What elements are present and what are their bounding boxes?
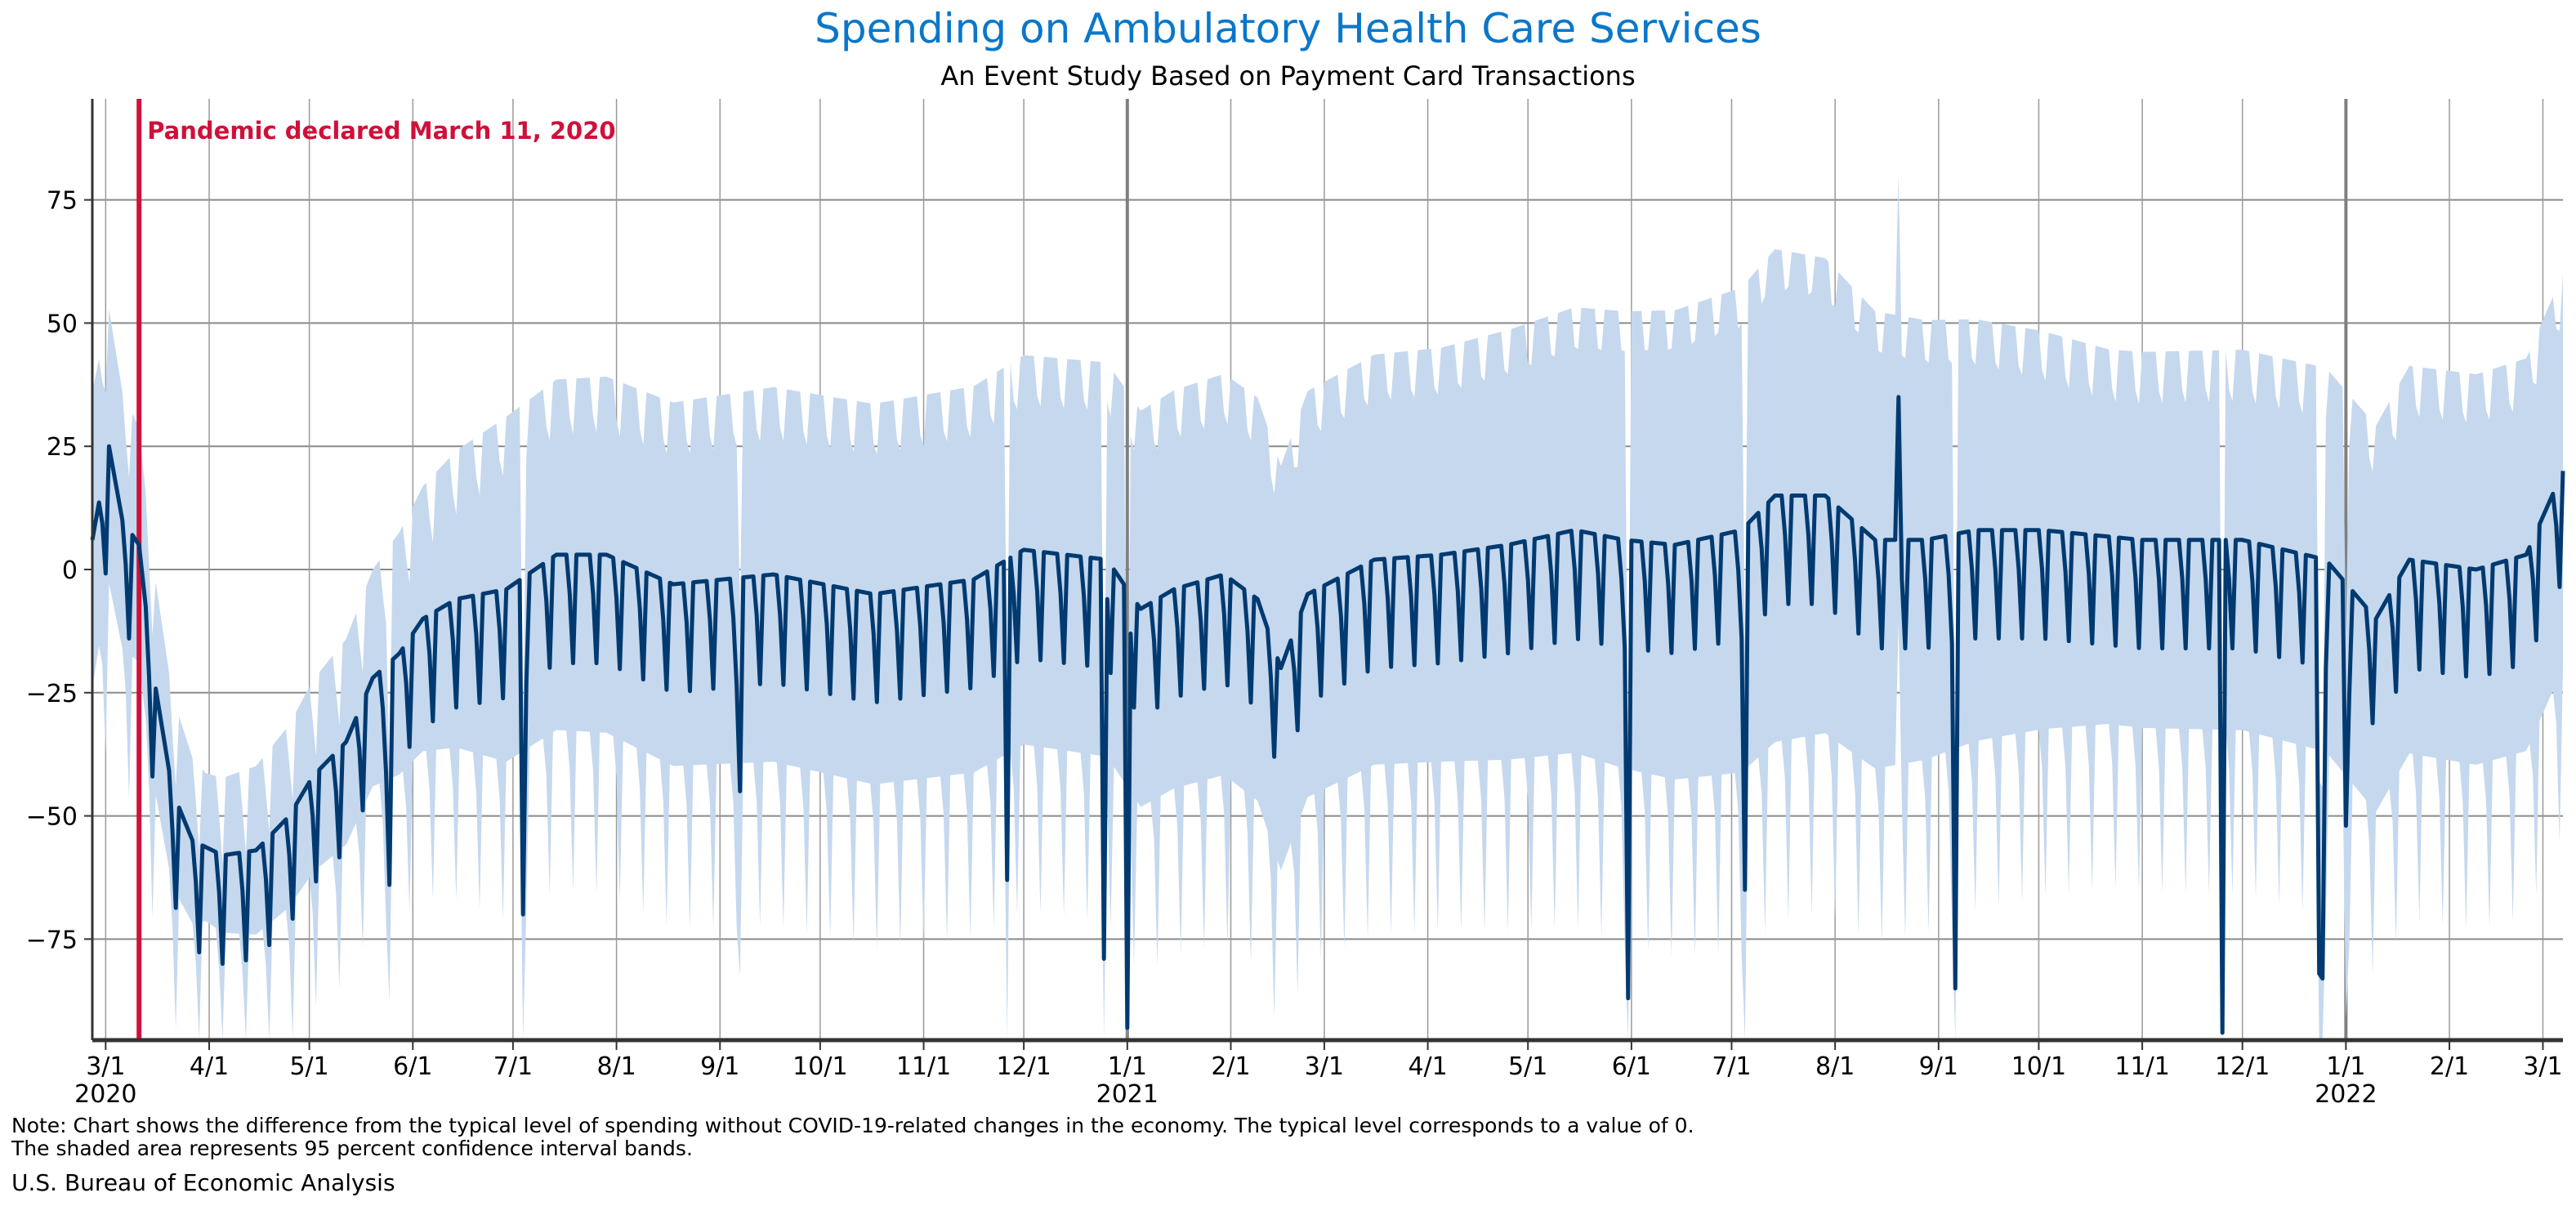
y-tick-label: 50 [47,310,78,338]
x-tick-label: 2/1 [1211,1052,1250,1081]
x-tick-label: 7/1 [1712,1052,1751,1081]
x-tick-label: 9/1 [1919,1052,1958,1081]
x-tick-label: 4/1 [190,1052,229,1081]
x-tick-label: 6/1 [393,1052,432,1081]
x-tick-label: 8/1 [596,1052,636,1081]
x-tick-label: 6/1 [1612,1052,1651,1081]
y-tick-label: −25 [26,680,78,708]
note-line-1: Note: Chart shows the difference from th… [11,1114,1694,1137]
x-tick-label: 11/1 [2114,1052,2169,1081]
y-tick-label: −50 [26,803,78,832]
x-tick-label: 5/1 [289,1052,328,1081]
chart-subtitle: An Event Study Based on Payment Card Tra… [940,60,1636,92]
chart-note: Note: Chart shows the difference from th… [11,1114,1694,1160]
x-tick-label: 12/1 [2215,1052,2270,1081]
x-tick-label: 9/1 [700,1052,739,1081]
x-year-label: 2021 [1096,1080,1159,1109]
confidence-band [92,172,2563,1040]
x-tick-label: 11/1 [896,1052,951,1081]
note-line-2: The shaded area represents 95 percent co… [11,1137,693,1160]
x-year-label: 2020 [74,1080,136,1109]
x-tick-label: 1/1 [1108,1052,1147,1081]
x-tick-label: 10/1 [792,1052,847,1081]
x-tick-label: 8/1 [1815,1052,1855,1081]
x-tick-label: 4/1 [1408,1052,1447,1081]
series-line-mean [90,395,2565,1035]
x-tick-label: 3/1 [2523,1052,2562,1081]
y-tick-label: 75 [47,187,78,216]
x-tick-label: 3/1 [86,1052,125,1081]
pandemic-annotation: Pandemic declared March 11, 2020 [147,117,615,145]
x-tick-label: 7/1 [493,1052,533,1081]
x-tick-label: 5/1 [1508,1052,1547,1081]
chart-title: Spending on Ambulatory Health Care Servi… [815,5,1761,52]
y-tick-label: 0 [62,556,78,585]
y-tick-label: 25 [47,433,78,462]
x-tick-label: 12/1 [996,1052,1051,1081]
x-tick-label: 2/1 [2430,1052,2469,1081]
x-tick-label: 10/1 [2011,1052,2066,1081]
x-tick-label: 1/1 [2326,1052,2365,1081]
source-label: U.S. Bureau of Economic Analysis [11,1169,395,1196]
y-tick-label: −75 [26,926,78,954]
x-year-label: 2022 [2315,1080,2377,1109]
x-tick-label: 3/1 [1305,1052,1344,1081]
